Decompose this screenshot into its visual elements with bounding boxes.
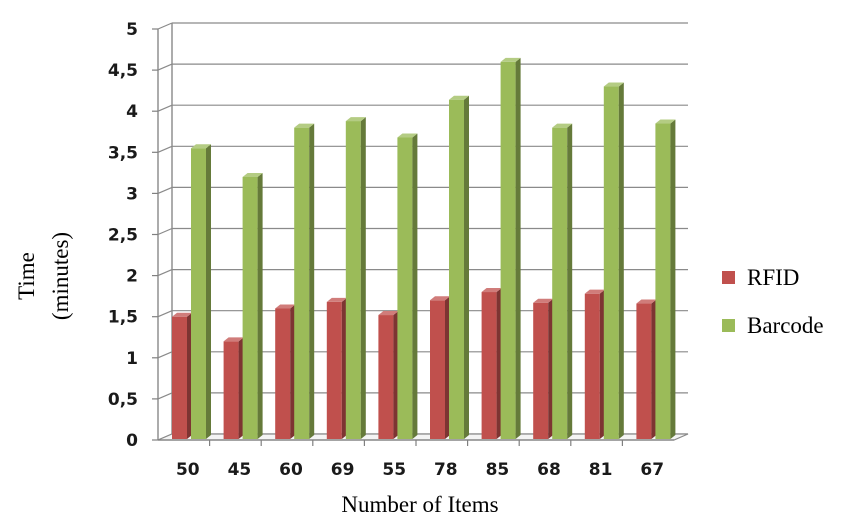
bar-barcode-81 [603, 82, 624, 439]
legend-swatch-rfid [722, 271, 735, 284]
grid-line-side [157, 351, 173, 359]
bar-rfid-67 [636, 299, 657, 439]
bar-rfid-45 [223, 337, 244, 439]
x-tick-label: 67 [640, 460, 664, 480]
legend-label-barcode: Barcode [747, 313, 824, 338]
y-tick-label: 1,5 [108, 308, 138, 328]
bar-barcode-85 [500, 57, 521, 439]
legend-swatch-barcode [722, 319, 735, 332]
y-tick-label: 0,5 [108, 390, 138, 410]
bar-barcode-78 [449, 95, 469, 439]
y-axis-title: Time (minutes) [14, 232, 73, 320]
legend-label-rfid: RFID [747, 265, 799, 290]
bar-rfid-68 [533, 298, 554, 439]
x-tick-label: 55 [382, 460, 406, 480]
y-axis-title-line-1: Time [14, 252, 39, 300]
bar-rfid-55 [378, 311, 399, 439]
x-tick-label: 60 [279, 460, 303, 480]
grid-line-side [157, 392, 173, 400]
grid-line-side [157, 145, 173, 153]
bar-barcode-55 [397, 133, 418, 439]
bar-barcode-45 [242, 172, 263, 439]
grid-line-side [157, 22, 173, 30]
bar-barcode-67 [655, 119, 676, 439]
y-tick-label: 4,5 [108, 61, 138, 81]
x-tick-label: 68 [537, 460, 561, 480]
y-tick-label: 3,5 [108, 143, 138, 163]
grid-line-side [157, 227, 173, 236]
legend: RFID Barcode [722, 265, 824, 338]
y-tick-label: 3 [126, 184, 138, 204]
x-tick-label: 85 [486, 460, 510, 480]
bar-barcode-50 [191, 144, 211, 439]
x-tick-label: 45 [228, 460, 252, 480]
bars [172, 57, 676, 440]
grid-line-side [157, 310, 173, 318]
x-tick-label: 50 [176, 460, 200, 480]
bar-rfid-69 [326, 297, 347, 439]
y-tick-label: 5 [126, 20, 138, 40]
bar-rfid-78 [430, 296, 450, 439]
bar-rfid-85 [481, 288, 502, 439]
y-tick-label: 2 [126, 267, 138, 287]
x-tick-label: 81 [589, 460, 613, 480]
y-tick-label: 4 [126, 102, 138, 122]
bar-rfid-50 [172, 312, 192, 439]
y-tick-label: 0 [126, 431, 138, 451]
x-axis-title: Number of Items [341, 492, 498, 517]
y-axis-ticks: 0 0,5 1 1,5 2 2,5 3 3,5 4 4,5 5 [108, 20, 138, 451]
x-axis-ticks: 50 45 60 69 55 78 85 68 81 67 [158, 439, 674, 480]
bar-barcode-69 [345, 117, 366, 440]
grid-line-side [157, 186, 173, 194]
x-tick-label: 78 [434, 460, 458, 480]
bar-barcode-60 [294, 123, 315, 439]
y-tick-label: 2,5 [108, 226, 138, 246]
bar-rfid-81 [584, 289, 605, 439]
grid-line-side [157, 63, 173, 71]
bar-barcode-68 [552, 123, 573, 439]
grid-line-side [157, 269, 173, 277]
y-axis-title-line-2: (minutes) [48, 232, 73, 320]
x-tick-label: 69 [331, 460, 355, 480]
grid-line-side [157, 104, 173, 112]
bar-rfid-60 [275, 304, 296, 439]
y-tick-label: 1 [126, 349, 138, 369]
